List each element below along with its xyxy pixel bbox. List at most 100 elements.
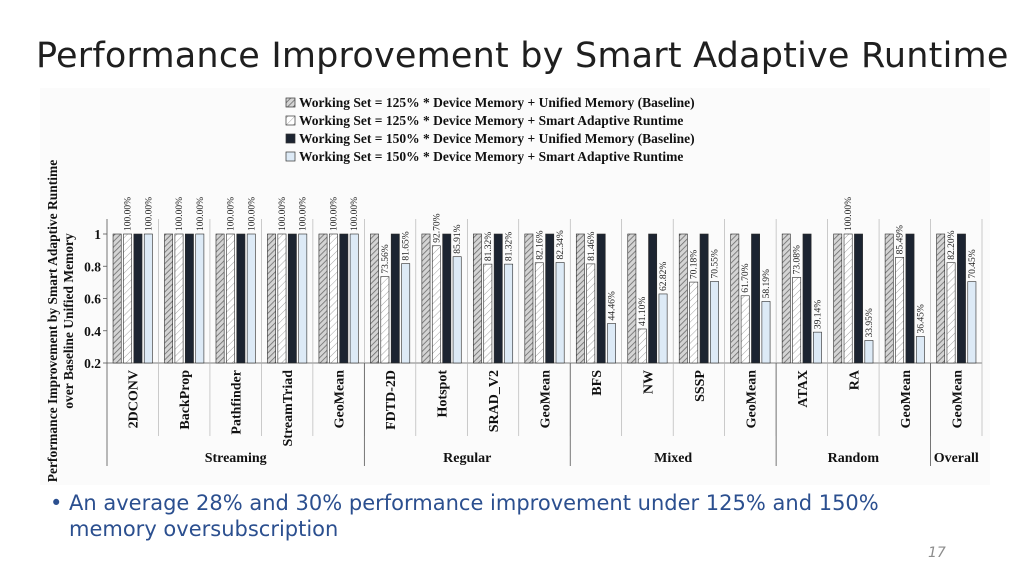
bar-4	[710, 281, 719, 364]
y-axis-title-line-1: Performance Improvement by Smart Adaptiv…	[45, 160, 60, 483]
data-label: 100.00%	[350, 197, 360, 231]
page-number: 17	[928, 545, 946, 561]
bar-2	[740, 295, 750, 364]
bar-1	[370, 233, 379, 364]
data-label: 62.82%	[659, 262, 669, 291]
data-label: 85.49%	[896, 225, 906, 254]
group-label: Mixed	[654, 451, 692, 466]
bar-4	[504, 263, 514, 364]
category-label: SRAD_V2	[487, 370, 502, 432]
bar-4	[246, 233, 256, 364]
bar-4	[761, 301, 771, 364]
bar-1	[318, 233, 328, 364]
bar-1	[678, 233, 688, 364]
slide-title: Performance Improvement by Smart Adaptiv…	[36, 36, 1009, 76]
bar-2	[277, 233, 287, 364]
category-label: ATAX	[796, 370, 811, 408]
data-label: 58.19%	[762, 269, 772, 298]
data-label: 70.18%	[690, 250, 700, 279]
data-label: 92.70%	[432, 213, 442, 242]
bar-4	[349, 233, 359, 364]
legend-label: Working Set = 125% * Device Memory + Uni…	[299, 95, 695, 110]
group-label: Streaming	[205, 451, 267, 466]
y-tick-label: 0.6	[84, 292, 101, 307]
bar-3	[287, 233, 297, 364]
bar-2	[329, 233, 338, 364]
bar-4	[143, 233, 153, 364]
bar-1	[575, 233, 585, 364]
y-tick-label: 0.2	[84, 356, 101, 371]
bar-4	[452, 256, 462, 364]
y-axis-title: Performance Improvement by Smart Adaptiv…	[45, 160, 76, 483]
category-label: GeoMean	[539, 370, 554, 429]
data-label: 39.14%	[813, 300, 823, 329]
bar-3	[751, 233, 760, 364]
y-tick-label: 1	[94, 227, 101, 242]
category-label: 2DCONV	[127, 370, 142, 428]
bar-3	[390, 233, 400, 364]
bar-3	[493, 233, 503, 364]
data-label: 70.55%	[711, 249, 721, 278]
bar-1	[164, 233, 174, 364]
data-label: 100.00%	[329, 197, 339, 231]
group-label: Regular	[443, 451, 491, 466]
chart-group-labels: Streaming Regular Mixed Random Overall	[205, 363, 979, 466]
data-label: 81.46%	[587, 232, 597, 261]
bar-2	[431, 245, 441, 364]
bar-4	[401, 263, 411, 364]
bar-1	[833, 233, 843, 364]
bar-3	[236, 233, 246, 364]
bar-2	[380, 276, 390, 364]
category-label: FDTD-2D	[384, 370, 399, 430]
legend-label: Working Set = 150% * Device Memory + Uni…	[299, 131, 695, 146]
bar-2	[483, 263, 493, 364]
bar-4	[195, 233, 205, 364]
category-label: StreamTriad	[281, 370, 296, 447]
bullet-dot-icon: •	[50, 491, 63, 515]
bar-1	[473, 233, 482, 364]
bar-2	[174, 233, 184, 364]
bar-2	[534, 262, 544, 364]
bar-2	[637, 328, 647, 364]
performance-bar-chart: Working Set = 125% * Device Memory + Uni…	[45, 95, 983, 483]
data-label: 100.00%	[278, 197, 288, 231]
data-label: 82.20%	[947, 230, 957, 259]
bar-1	[884, 233, 894, 364]
chart-data-labels: 100.00% 100.00% 100.00% 100.00% 100.00% 100.0…	[124, 197, 978, 338]
bar-1	[112, 233, 122, 364]
legend-swatch	[285, 151, 296, 162]
bar-3	[854, 233, 863, 364]
category-label: Pathfinder	[230, 370, 245, 435]
data-label: 36.45%	[916, 304, 926, 333]
bar-4	[607, 323, 616, 364]
y-tick-label: 0.4	[84, 324, 101, 339]
bar-3	[133, 233, 143, 364]
data-label: 41.10%	[638, 297, 648, 326]
bar-1	[730, 233, 740, 364]
chart-panel: Working Set = 125% * Device Memory + Uni…	[40, 88, 990, 485]
chart-bars	[112, 233, 977, 364]
bar-2	[586, 263, 596, 364]
data-label: 82.34%	[556, 230, 566, 259]
category-label: GeoMean	[333, 370, 348, 429]
bar-4	[967, 281, 977, 364]
data-label: 81.32%	[505, 232, 515, 261]
bar-2	[946, 262, 956, 364]
category-label: BackProp	[178, 370, 193, 430]
legend-swatch	[285, 133, 296, 144]
y-tick-label: 0.8	[84, 259, 101, 274]
bar-3	[596, 233, 606, 364]
data-label: 85.91%	[453, 224, 463, 253]
data-label: 100.00%	[124, 197, 134, 231]
chart-legend: Working Set = 125% * Device Memory + Uni…	[285, 95, 695, 164]
bar-4	[915, 336, 925, 364]
chart-axes: 0.2 0.4 0.6 0.8 1 Performance Improvement by …	[45, 160, 983, 483]
bar-1	[781, 233, 791, 364]
y-axis-title-line-2: over Baseline Unified Memory	[61, 233, 76, 409]
category-label: RA	[847, 369, 862, 390]
bar-2	[689, 281, 699, 364]
bar-4	[298, 233, 308, 364]
data-label: 100.00%	[175, 197, 185, 231]
data-label: 73.08%	[793, 245, 803, 274]
data-label: 81.32%	[484, 232, 494, 261]
